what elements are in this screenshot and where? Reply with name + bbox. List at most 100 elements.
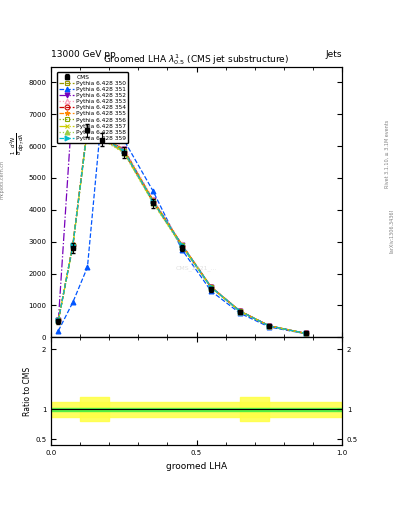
Pythia 6.428 353 [209, 284, 213, 290]
Pythia 6.428 355 [267, 323, 272, 329]
Pythia 6.428 352 [71, 95, 75, 101]
Line: Pythia 6.428 356: Pythia 6.428 356 [56, 125, 308, 336]
Pythia 6.428 351 [180, 247, 184, 253]
Pythia 6.428 359 [209, 284, 213, 290]
X-axis label: groomed LHA: groomed LHA [166, 462, 227, 471]
Y-axis label: Ratio to CMS: Ratio to CMS [23, 367, 32, 416]
Pythia 6.428 358 [303, 330, 308, 336]
Pythia 6.428 353 [238, 308, 242, 314]
Pythia 6.428 351 [238, 310, 242, 316]
Pythia 6.428 358 [151, 200, 155, 206]
Pythia 6.428 353 [180, 241, 184, 247]
Pythia 6.428 352 [209, 284, 213, 290]
Pythia 6.428 350 [56, 317, 61, 324]
Pythia 6.428 358 [238, 309, 242, 315]
Pythia 6.428 353 [303, 330, 308, 336]
Pythia 6.428 358 [180, 244, 184, 250]
Text: Jets: Jets [325, 50, 342, 59]
Pythia 6.428 357 [71, 243, 75, 249]
Text: $\frac{1}{\sigma}\frac{d^2N}{dp_T\,d\lambda}$: $\frac{1}{\sigma}\frac{d^2N}{dp_T\,d\lam… [8, 132, 26, 155]
Pythia 6.428 351 [56, 328, 61, 334]
Pythia 6.428 352 [303, 330, 308, 336]
Pythia 6.428 359 [85, 125, 90, 131]
Pythia 6.428 355 [121, 147, 126, 153]
Legend: CMS, Pythia 6.428 350, Pythia 6.428 351, Pythia 6.428 352, Pythia 6.428 353, Pyt: CMS, Pythia 6.428 350, Pythia 6.428 351,… [57, 72, 129, 143]
Pythia 6.428 354 [121, 149, 126, 155]
Pythia 6.428 350 [209, 284, 213, 290]
Pythia 6.428 358 [100, 136, 105, 142]
Pythia 6.428 356 [121, 147, 126, 154]
Pythia 6.428 352 [85, 121, 90, 127]
Pythia 6.428 356 [85, 124, 90, 131]
Text: CMS_2021_...: CMS_2021_... [176, 266, 217, 271]
Pythia 6.428 354 [267, 323, 272, 329]
Pythia 6.428 352 [151, 197, 155, 203]
Pythia 6.428 354 [85, 125, 90, 132]
Pythia 6.428 352 [100, 134, 105, 140]
Pythia 6.428 354 [151, 199, 155, 205]
Pythia 6.428 357 [303, 330, 308, 336]
Pythia 6.428 352 [180, 242, 184, 248]
Pythia 6.428 357 [180, 243, 184, 249]
Line: Pythia 6.428 358: Pythia 6.428 358 [56, 127, 308, 336]
Pythia 6.428 356 [71, 242, 75, 248]
Pythia 6.428 350 [267, 323, 272, 329]
Pythia 6.428 350 [71, 242, 75, 248]
Pythia 6.428 353 [100, 132, 105, 138]
Line: Pythia 6.428 353: Pythia 6.428 353 [56, 122, 308, 336]
Pythia 6.428 351 [267, 324, 272, 330]
Pythia 6.428 357 [151, 199, 155, 205]
Pythia 6.428 354 [238, 308, 242, 314]
Pythia 6.428 357 [85, 126, 90, 133]
Pythia 6.428 355 [151, 197, 155, 203]
Text: 13000 GeV pp: 13000 GeV pp [51, 50, 116, 59]
Pythia 6.428 359 [151, 198, 155, 204]
Pythia 6.428 359 [303, 330, 308, 336]
Pythia 6.428 350 [121, 146, 126, 153]
Pythia 6.428 358 [56, 318, 61, 324]
Line: Pythia 6.428 359: Pythia 6.428 359 [56, 125, 308, 336]
Pythia 6.428 359 [180, 242, 184, 248]
Pythia 6.428 354 [56, 317, 61, 324]
Pythia 6.428 351 [209, 288, 213, 294]
Pythia 6.428 355 [85, 123, 90, 130]
Pythia 6.428 351 [85, 264, 90, 270]
Pythia 6.428 351 [100, 108, 105, 114]
Pythia 6.428 354 [71, 242, 75, 248]
Pythia 6.428 358 [121, 150, 126, 156]
Pythia 6.428 357 [209, 285, 213, 291]
Pythia 6.428 353 [85, 121, 90, 127]
Pythia 6.428 351 [121, 137, 126, 143]
Text: Rivet 3.1.10, ≥ 3.1M events: Rivet 3.1.10, ≥ 3.1M events [385, 119, 389, 188]
Pythia 6.428 350 [151, 197, 155, 203]
Pythia 6.428 354 [180, 243, 184, 249]
Pythia 6.428 356 [238, 308, 242, 314]
Pythia 6.428 354 [303, 330, 308, 336]
Pythia 6.428 352 [267, 323, 272, 329]
Pythia 6.428 351 [71, 299, 75, 305]
Pythia 6.428 353 [151, 196, 155, 202]
Pythia 6.428 355 [100, 133, 105, 139]
Pythia 6.428 358 [267, 323, 272, 329]
Line: Pythia 6.428 352: Pythia 6.428 352 [56, 96, 308, 336]
Pythia 6.428 359 [121, 148, 126, 154]
Pythia 6.428 358 [85, 127, 90, 133]
Line: Pythia 6.428 357: Pythia 6.428 357 [56, 127, 308, 336]
Pythia 6.428 355 [209, 284, 213, 290]
Pythia 6.428 354 [209, 284, 213, 290]
Pythia 6.428 357 [267, 323, 272, 329]
Pythia 6.428 356 [151, 198, 155, 204]
Pythia 6.428 356 [267, 323, 272, 329]
Pythia 6.428 356 [56, 317, 61, 324]
Pythia 6.428 357 [100, 136, 105, 142]
Pythia 6.428 353 [267, 323, 272, 329]
Pythia 6.428 355 [56, 317, 61, 323]
Pythia 6.428 359 [56, 317, 61, 324]
Title: Groomed LHA $\lambda^{1}_{0.5}$ (CMS jet substructure): Groomed LHA $\lambda^{1}_{0.5}$ (CMS jet… [103, 52, 290, 67]
Pythia 6.428 350 [100, 134, 105, 140]
Pythia 6.428 353 [121, 145, 126, 151]
Pythia 6.428 350 [85, 124, 90, 130]
Pythia 6.428 350 [303, 330, 308, 336]
Pythia 6.428 359 [238, 308, 242, 314]
Pythia 6.428 355 [71, 241, 75, 247]
